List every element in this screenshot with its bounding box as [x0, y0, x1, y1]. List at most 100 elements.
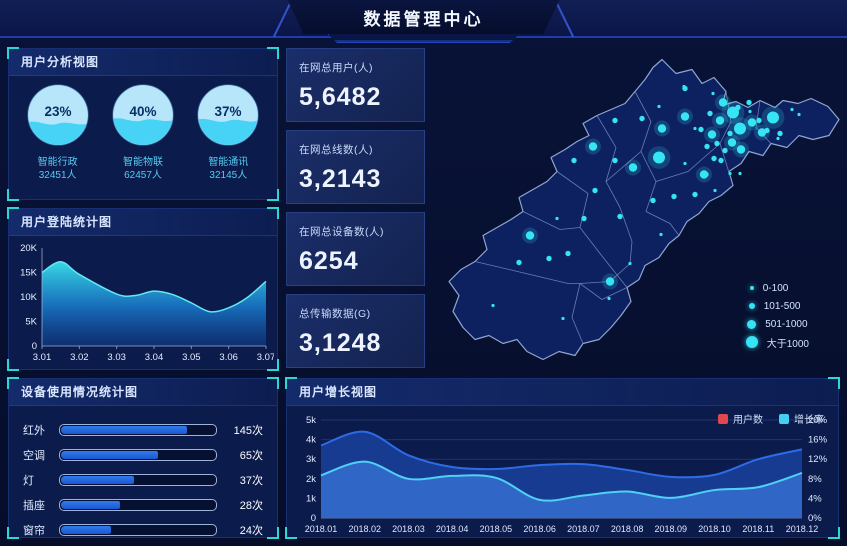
svg-text:2018.02: 2018.02	[348, 524, 381, 534]
svg-text:3.03: 3.03	[107, 352, 126, 363]
svg-text:2018.03: 2018.03	[392, 524, 425, 534]
map-dot	[565, 250, 571, 257]
kpi-card: 总传输数据(G) 3,1248	[286, 294, 425, 368]
device-bar-fill	[61, 500, 121, 509]
device-label: 窗帘	[23, 524, 45, 537]
map-dot	[747, 118, 757, 127]
map-dot	[650, 197, 656, 204]
svg-text:1k: 1k	[306, 493, 316, 504]
header-slash-right-icon	[553, 0, 575, 38]
map-dot	[671, 193, 677, 200]
map-legend: 0-100 101-500 501-1000 大于1000	[745, 279, 809, 351]
map-dot	[653, 151, 665, 164]
map-dot	[718, 98, 728, 107]
device-bar-fill	[61, 450, 158, 459]
map-legend-row: 101-500	[746, 297, 809, 315]
map-dot	[639, 115, 645, 122]
map-dot	[628, 163, 638, 172]
map-dot	[680, 112, 690, 121]
kpi-value: 6254	[299, 247, 359, 275]
liquid-gauge: 40% 智能物联 62457人	[101, 82, 185, 182]
map-dot	[757, 128, 767, 137]
map-dot	[707, 110, 713, 117]
map-dot	[736, 145, 746, 154]
map-dot	[555, 216, 559, 221]
legend-item[interactable]: 用户数	[718, 411, 763, 426]
gauge-circle: 40%	[112, 84, 174, 146]
kpi-label: 在网总用户(人)	[299, 62, 373, 74]
gauge-circle: 37%	[197, 84, 260, 146]
svg-text:12%: 12%	[808, 454, 828, 465]
map-dot	[607, 296, 611, 301]
device-bar-track	[59, 423, 217, 436]
svg-text:16%: 16%	[808, 435, 828, 446]
kpi-label: 总传输数据(G)	[299, 308, 371, 320]
map-dot	[698, 126, 704, 133]
map-dot	[682, 84, 686, 89]
device-bar-row: 空调 65次	[23, 444, 263, 465]
svg-text:4%: 4%	[808, 493, 822, 504]
device-label: 插座	[23, 499, 45, 512]
device-bar-row: 窗帘 24次	[23, 519, 263, 540]
device-value: 28次	[239, 499, 263, 512]
svg-text:2018.09: 2018.09	[655, 524, 688, 534]
map-dot	[659, 232, 663, 237]
map-dot	[790, 107, 794, 112]
device-value: 65次	[239, 449, 263, 462]
legend-swatch-icon	[779, 413, 789, 424]
legend-dot-icon	[747, 319, 757, 329]
svg-text:2018.01: 2018.01	[305, 524, 338, 534]
map-dot	[525, 231, 535, 240]
map-dot	[692, 191, 698, 198]
map-legend-row: 0-100	[746, 279, 809, 297]
growth-legend: 用户数 增长率	[718, 411, 824, 426]
device-bar-row: 灯 37次	[23, 469, 263, 490]
svg-text:5k: 5k	[306, 415, 316, 426]
growth-chart-body: 用户数 增长率 0 0% 1k 4% 2k 8% 3k 12% 4k 16% 5k 20% 2018.01…	[287, 406, 838, 540]
svg-text:2018.08: 2018.08	[611, 524, 644, 534]
kpi-card: 在网总用户(人) 5,6482	[286, 48, 425, 122]
gauge-count: 62457人	[124, 170, 162, 181]
map-dot	[715, 116, 725, 125]
svg-text:4k: 4k	[306, 435, 316, 446]
map-dot	[734, 122, 746, 135]
map-dot	[628, 261, 632, 266]
login-area-chart: 0 5K 10K 15K 20K 3.01 3.02 3.03 3.04 3.05 3.06 3.07	[20, 243, 274, 363]
map-dot	[657, 104, 661, 109]
map-dot	[777, 130, 783, 137]
legend-dot-icon	[748, 303, 755, 309]
map-dot	[714, 140, 720, 147]
svg-text:0%: 0%	[808, 513, 822, 524]
svg-text:8%: 8%	[808, 474, 822, 485]
map-dot	[711, 91, 715, 96]
svg-text:20K: 20K	[20, 243, 38, 254]
svg-text:3.05: 3.05	[182, 352, 201, 363]
map-legend-label: 大于1000	[766, 338, 809, 350]
device-bar-fill	[61, 475, 135, 484]
map-dot	[617, 213, 623, 220]
map-dot	[657, 124, 667, 133]
map-dot	[756, 117, 762, 124]
legend-item[interactable]: 增长率	[779, 411, 824, 426]
map-dot	[683, 161, 687, 166]
legend-swatch-icon	[718, 413, 728, 424]
svg-text:15K: 15K	[20, 268, 38, 279]
header-slash-left-icon	[272, 0, 294, 38]
gauge-label: 智能物联	[122, 157, 163, 168]
map-dot	[707, 130, 717, 139]
svg-text:3.07: 3.07	[257, 352, 274, 363]
svg-text:2018.06: 2018.06	[523, 524, 556, 534]
map-dot	[571, 157, 577, 164]
map-dot	[581, 215, 587, 222]
svg-text:2018.07: 2018.07	[567, 524, 600, 534]
map-dot	[776, 136, 780, 141]
svg-text:0: 0	[311, 513, 316, 524]
map-dot	[704, 143, 710, 150]
map-dot	[516, 259, 522, 266]
map-dot	[727, 130, 733, 137]
map-dot	[797, 112, 801, 117]
map-legend-label: 101-500	[763, 300, 801, 312]
map-dot	[727, 138, 737, 147]
map-dot	[561, 316, 565, 321]
svg-text:2018.10: 2018.10	[698, 524, 731, 534]
